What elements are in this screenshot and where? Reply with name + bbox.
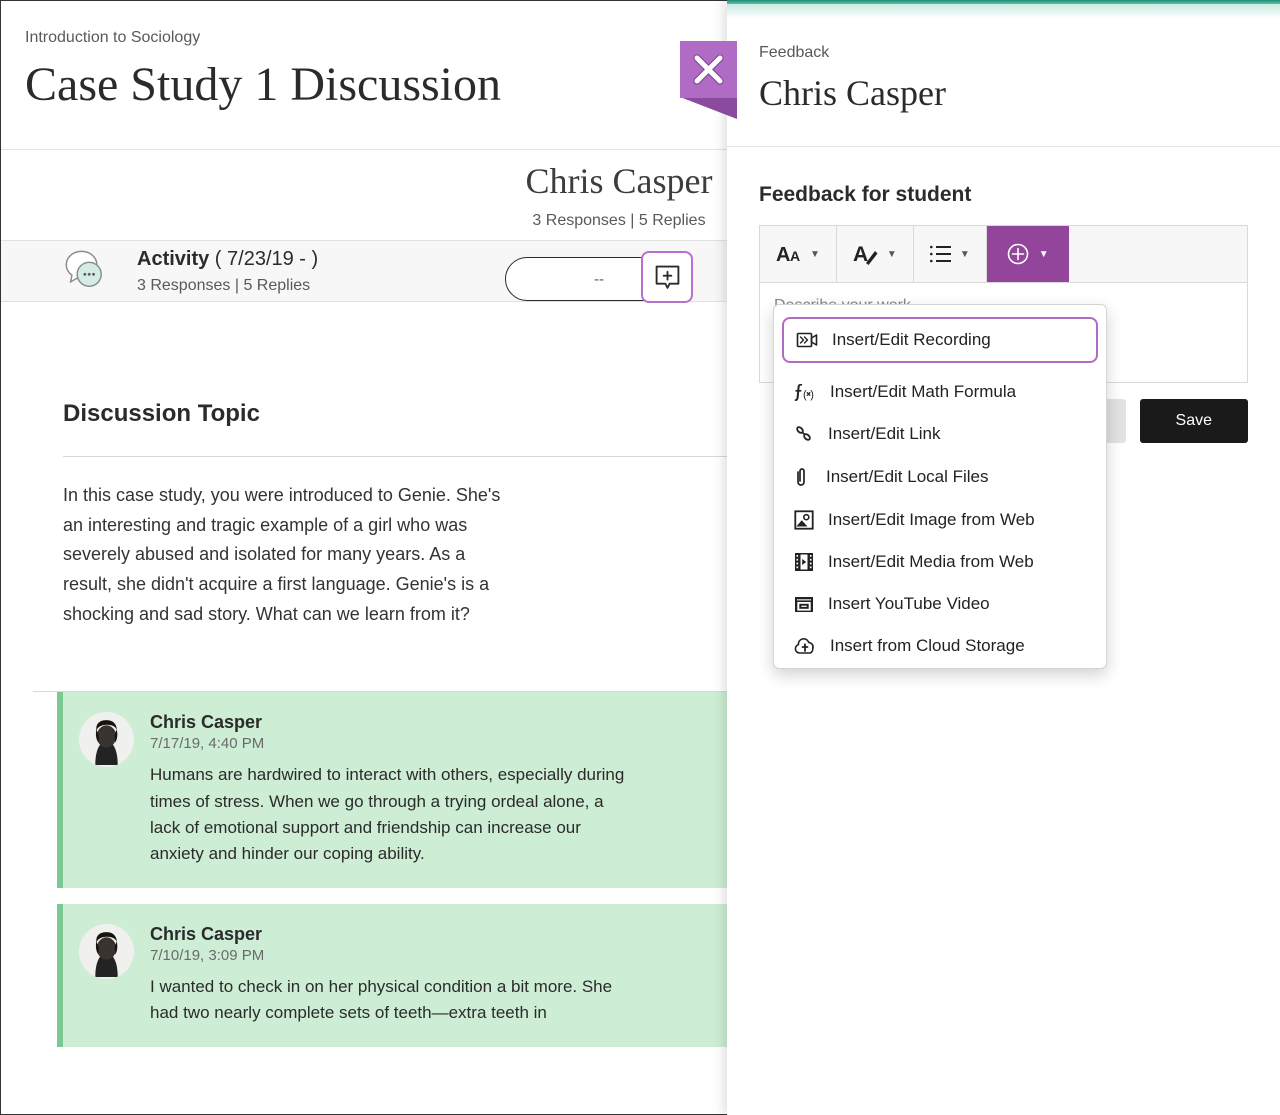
svg-text:A: A — [776, 244, 790, 265]
svg-text:(: ( — [803, 389, 807, 401]
svg-text:A: A — [790, 248, 800, 264]
svg-text:A: A — [853, 243, 868, 265]
svg-text:): ) — [810, 389, 814, 401]
